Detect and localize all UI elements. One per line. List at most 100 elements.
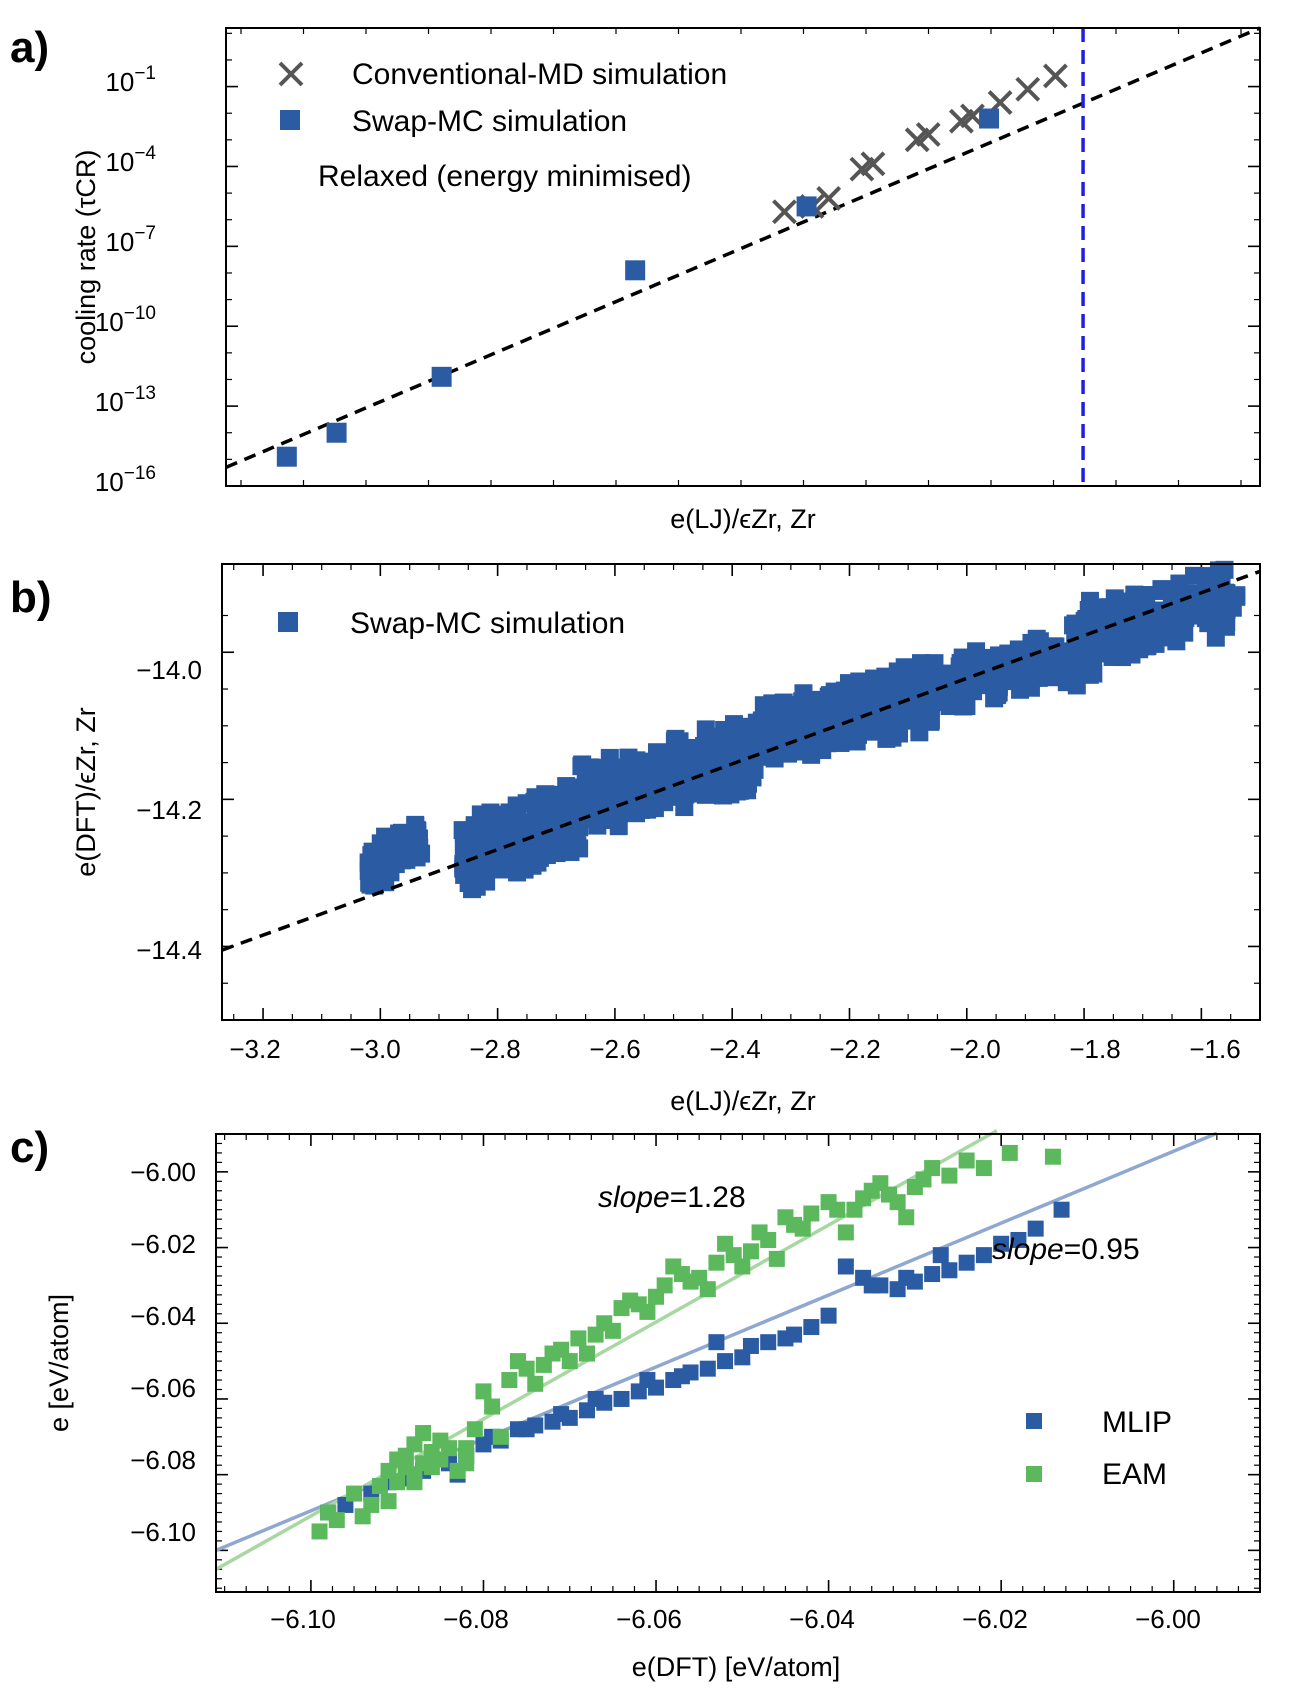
chart-c-frame xyxy=(215,1133,1261,1593)
c-xtick-label: −6.02 xyxy=(962,1604,1028,1634)
chart-c-legend: MLIP EAM xyxy=(1026,1406,1172,1491)
chart-b-swap-point xyxy=(1210,591,1229,610)
chart-b-swap-point xyxy=(463,880,482,899)
chart-b-swap-point xyxy=(401,832,420,851)
chart-b-swap-point xyxy=(454,824,473,843)
b-xtick-label: −3.0 xyxy=(349,1034,400,1064)
b-xtick-label: −2.6 xyxy=(589,1034,640,1064)
chart-b-swap-point xyxy=(526,844,545,863)
legend-square-marker xyxy=(1026,1466,1042,1482)
chart-b-swap-point xyxy=(825,682,844,701)
chart-b-swap-point xyxy=(596,787,615,806)
a-ytick-label: 10−1 xyxy=(105,63,156,97)
chart-a-swap-point xyxy=(326,422,347,443)
chart-b-fit-line xyxy=(221,569,1261,952)
chart-a-md-point xyxy=(915,122,941,147)
chart-a-md-point xyxy=(772,199,797,225)
b-xtick-label: −2.2 xyxy=(829,1034,880,1064)
chart-b-swap-point xyxy=(899,683,918,702)
chart-c-eam-point xyxy=(803,1205,820,1222)
chart-b-swap-point xyxy=(493,809,512,828)
chart-c-eam-point xyxy=(466,1421,483,1438)
chart-b-swap-point xyxy=(1114,608,1133,627)
chart-a-swap-point xyxy=(796,196,817,217)
chart-b-swap-point xyxy=(763,736,782,755)
chart-b-legend: Swap-MC simulation xyxy=(278,607,625,640)
chart-c-eam-point xyxy=(837,1224,854,1241)
c-ytick-label: −6.04 xyxy=(130,1301,196,1331)
chart-c-eam-point xyxy=(941,1167,958,1184)
chart-c-mlip-point xyxy=(673,1368,690,1385)
chart-b-swap-point xyxy=(731,781,750,800)
chart-c-eam-point xyxy=(889,1194,906,1211)
chart-c-y-tick-labels: −6.00 −6.02 −6.04 −6.06 −6.08 −6.10 xyxy=(130,1157,196,1547)
chart-b-x-tick-labels: −3.2 −3.0 −2.8 −2.6 −2.4 −2.2 −2.0 −1.8 … xyxy=(229,1034,1240,1064)
legend-label-mlip: MLIP xyxy=(1102,1406,1172,1439)
chart-b-swap-point xyxy=(475,807,494,826)
chart-b-swap-point xyxy=(813,741,832,760)
chart-c-mlip-point xyxy=(941,1262,958,1279)
chart-c-eam-point xyxy=(708,1254,725,1271)
chart-b-swap-point xyxy=(1128,598,1147,617)
chart-c-eam-point xyxy=(656,1277,673,1294)
chart-a-fit-line-group xyxy=(225,26,1261,486)
chart-a-legend: Conventional-MD simulation Swap-MC simul… xyxy=(278,58,727,193)
chart-a-md-point xyxy=(860,151,886,177)
chart-a-ylabel: cooling rate (τCR) xyxy=(71,150,101,365)
chart-b-swap-point xyxy=(648,743,667,762)
c-ytick-label: −6.00 xyxy=(130,1157,196,1187)
chart-c-eam-point xyxy=(604,1322,621,1339)
chart-b-ylabel: e(DFT)/ϵZr, Zr xyxy=(71,707,101,876)
a-ytick-label: 10−13 xyxy=(95,383,156,417)
chart-c-mlip-point xyxy=(518,1421,535,1438)
chart-c-eam-point xyxy=(518,1360,535,1377)
chart-b-swap-point xyxy=(876,667,895,686)
chart-b-swap-point xyxy=(519,826,538,845)
chart-b-swap-point xyxy=(1080,591,1099,610)
chart-a-swap-point xyxy=(979,108,1000,129)
chart-b-swap-point xyxy=(967,676,986,695)
chart-b-swap-point xyxy=(455,860,474,879)
legend-label-eam: EAM xyxy=(1102,1458,1167,1491)
chart-b-swap-point xyxy=(1143,630,1162,649)
b-xtick-label: −1.6 xyxy=(1189,1034,1240,1064)
chart-c-mlip-point xyxy=(742,1337,759,1354)
chart-c-eam-point xyxy=(958,1152,975,1169)
chart-a-swap-point xyxy=(276,446,297,467)
chart-c-mlip-point xyxy=(993,1235,1010,1252)
chart-b-swap-point xyxy=(1108,636,1127,655)
legend-x-marker xyxy=(278,61,304,87)
chart-c-x-tick-labels: −6.10 −6.08 −6.06 −6.04 −6.02 −6.00 xyxy=(270,1604,1201,1634)
c-xtick-label: −6.08 xyxy=(443,1604,509,1634)
chart-b-xlabel: e(LJ)/ϵZr, Zr xyxy=(670,1086,815,1116)
chart-b-swap-point xyxy=(851,676,870,695)
chart-c-mlip-point xyxy=(699,1360,716,1377)
chart-b-swap-point xyxy=(487,846,506,865)
chart-c-xlabel: e(DFT) [eV/atom] xyxy=(632,1652,841,1682)
panel-label-b: b) xyxy=(10,573,52,622)
chart-c-eam-point xyxy=(975,1160,992,1177)
chart-c-mlip-point xyxy=(1053,1201,1070,1218)
chart-a-points xyxy=(276,63,1068,467)
chart-c-mlip-point xyxy=(777,1330,794,1347)
chart-c-eam-point xyxy=(760,1231,777,1248)
chart-b-swap-point xyxy=(747,713,766,732)
chart-b-swap-point xyxy=(928,686,947,705)
chart-b-points xyxy=(359,560,1246,899)
a-ytick-label: 10−10 xyxy=(95,303,156,337)
chart-c-eam-point xyxy=(924,1160,941,1177)
legend-square-marker xyxy=(278,612,298,632)
chart-c-eam-point xyxy=(501,1372,518,1389)
chart-b-swap-point xyxy=(765,716,784,735)
chart-c-eam-point xyxy=(415,1425,432,1442)
chart-b-swap-point xyxy=(624,758,643,777)
annotation-slope-mlip: slope=0.95 xyxy=(992,1233,1140,1266)
chart-b: −3.2 −3.0 −2.8 −2.6 −2.4 −2.2 −2.0 −1.8 … xyxy=(71,560,1261,1116)
chart-b-swap-point xyxy=(996,664,1015,683)
chart-b-swap-point xyxy=(1193,600,1212,619)
chart-a-fit-line xyxy=(225,26,1261,469)
legend-label-md: Conventional-MD simulation xyxy=(352,58,727,91)
c-xtick-label: −6.10 xyxy=(270,1604,336,1634)
chart-b-frame xyxy=(221,563,1261,1021)
chart-b-swap-point xyxy=(725,715,744,734)
